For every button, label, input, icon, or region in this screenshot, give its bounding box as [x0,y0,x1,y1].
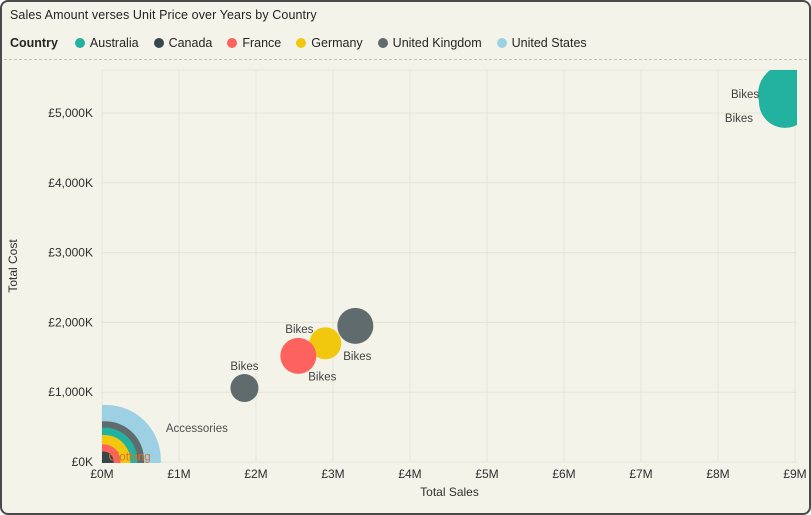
legend-item-label: Canada [168,36,213,50]
legend-item-label: Australia [89,36,139,50]
bubble-label-bikes: Bikes [731,89,759,101]
y-tick-label: £4,000K [48,176,93,190]
bubble-label-bikes: Bikes [725,113,753,125]
legend-dot [377,38,388,48]
bubble-label-bikes: Bikes [343,351,371,363]
bubble-label-accessories: Accessories [166,423,228,435]
y-axis-title: Total Cost [6,239,20,293]
bubble-label-bikes: Bikes [230,361,258,373]
y-tick-label: £2,000K [48,315,93,329]
bubble-france-bikes[interactable] [280,337,317,374]
legend-item-united-kingdom[interactable]: United Kingdom [377,36,482,50]
y-tick-label: £0K [72,455,93,469]
bubble-label-bikes: Bikes [285,324,313,336]
bubble-united-kingdom-bikes[interactable] [230,374,259,403]
bubble-united-kingdom-bikes[interactable] [337,307,374,344]
legend-item-australia[interactable]: Australia [74,36,139,50]
chart-svg: Accessories Clothing Bikes Bikes Bikes Bikes B… [6,69,811,499]
bubble-layer [94,70,811,471]
legend-item-germany[interactable]: Germany [296,36,363,50]
y-tick-label: £1,000K [48,385,93,399]
scatter-chart: Accessories Clothing Bikes Bikes Bikes Bikes B… [2,60,811,513]
legend-item-label: France [242,36,282,50]
x-tick-label: £6M [552,467,575,481]
bubble-australia-bikes[interactable] [758,75,811,128]
legend-dot [74,38,85,48]
legend-dot [296,38,307,48]
legend-item-france[interactable]: France [227,36,281,50]
y-tick-label: £5,000K [48,106,93,120]
x-tick-label: £8M [706,467,729,481]
x-tick-label: £5M [475,467,498,481]
x-axis-title: Total Sales [420,485,479,499]
legend-dot [227,38,238,48]
x-tick-label: £9M [783,467,806,481]
bubble-label-clothing: Clothing [108,451,150,463]
legend-item-united-states[interactable]: United States [496,36,587,50]
legend: Country Australia Canada France Germany Unit… [10,36,801,50]
bubble-label-bikes: Bikes [308,371,336,383]
x-tick-label: £7M [629,467,652,481]
y-tick-label: £3,000K [48,246,93,260]
legend-dot [496,38,507,48]
chart-title: Sales Amount verses Unit Price over Year… [10,8,317,22]
legend-item-label: United States [511,36,587,50]
x-tick-label: £1M [167,467,190,481]
x-tick-label: £2M [244,467,267,481]
legend-dot [153,38,164,48]
legend-title: Country [10,36,58,50]
legend-item-label: United Kingdom [392,36,482,50]
x-tick-label: £3M [321,467,344,481]
x-tick-label: £4M [398,467,421,481]
x-tick-label: £0M [90,467,113,481]
header-separator [4,59,807,60]
legend-item-canada[interactable]: Canada [153,36,213,50]
bubble-canada-clothing[interactable] [94,451,114,471]
bubble-germany-bikes[interactable] [309,327,342,360]
legend-item-label: Germany [311,36,363,50]
